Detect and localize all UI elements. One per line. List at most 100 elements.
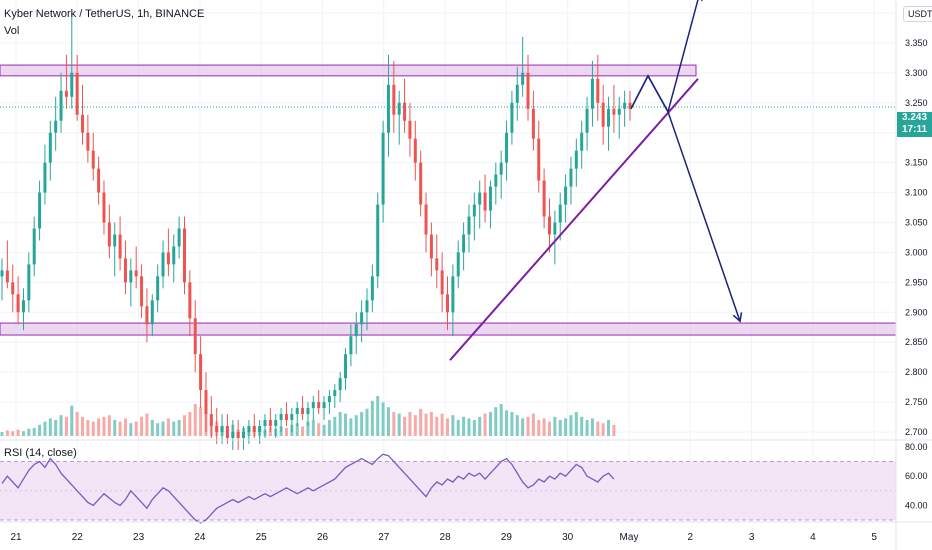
volume-bar: [569, 415, 573, 436]
candle-body: [547, 216, 551, 235]
candle-body: [542, 180, 546, 217]
volume-bar: [392, 412, 396, 436]
last-price-tag: 3.243 17:11: [897, 112, 932, 137]
candle-body: [75, 72, 79, 115]
volume-bar: [27, 428, 31, 436]
volume-bar: [11, 431, 15, 436]
candle-body: [32, 228, 36, 265]
candle-body: [553, 222, 557, 235]
volume-bar: [38, 424, 42, 436]
candle-body: [0, 270, 4, 277]
candle-body: [279, 414, 283, 421]
candle-body: [64, 90, 68, 97]
candle-body: [102, 192, 106, 223]
candle-body: [317, 402, 321, 409]
candle-body: [354, 324, 358, 337]
candle-body: [236, 432, 240, 438]
time-tick-label: 23: [133, 532, 145, 543]
candle-body: [268, 420, 272, 427]
candle-body: [258, 426, 262, 432]
candle-body: [413, 138, 417, 163]
candle-body: [370, 276, 374, 301]
currency-button[interactable]: USDT: [903, 6, 932, 22]
volume-bar: [537, 420, 541, 436]
rsi-label: RSI (14, close): [4, 447, 77, 459]
price-axis: 3.4003.3503.3003.2503.2003.1503.1003.050…: [905, 8, 928, 437]
volume-bar: [134, 421, 138, 436]
candle-body: [70, 72, 74, 97]
volume-bar: [172, 421, 176, 436]
last-price-value: 3.243: [901, 112, 928, 123]
volume-bar: [161, 421, 165, 436]
candle-body: [290, 414, 294, 421]
candle-body: [166, 252, 170, 265]
volume-bar: [526, 416, 530, 436]
volume-bar: [585, 420, 589, 436]
candle-body: [231, 432, 235, 438]
price-tick-label: 3.250: [905, 98, 928, 108]
candle-body: [182, 228, 186, 283]
price-tick-label: 2.900: [905, 307, 928, 317]
candle-body: [5, 270, 9, 283]
candle-body: [564, 186, 568, 205]
candle-body: [488, 186, 492, 211]
volume-bar: [386, 407, 390, 436]
volume-bar: [145, 413, 149, 436]
price-tick-label: 3.150: [905, 158, 928, 168]
candle-body: [242, 432, 246, 438]
volume-bar: [360, 412, 364, 436]
candle-body: [408, 120, 412, 139]
candle-body: [596, 78, 600, 103]
candle-body: [365, 300, 369, 313]
candle-body: [483, 192, 487, 211]
candle-body: [21, 300, 25, 313]
volume-bar: [419, 408, 423, 436]
volume-bar: [140, 416, 144, 436]
candle-body: [403, 102, 407, 121]
volume-bar: [54, 420, 58, 436]
volume-bar: [510, 412, 514, 436]
candle-body: [467, 216, 471, 235]
candle-body: [91, 150, 95, 169]
volume-bar: [488, 412, 492, 436]
candle-body: [435, 258, 439, 271]
projection-arrows[interactable]: [630, 0, 743, 323]
rsi-tick-label: 80.00: [905, 442, 928, 452]
candle-body: [333, 390, 337, 397]
volume-bar: [301, 426, 305, 436]
candle-body: [424, 204, 428, 235]
rsi-line: [1, 453, 615, 524]
time-tick-label: 22: [72, 532, 84, 543]
candle-body: [360, 312, 364, 325]
volume-bar: [456, 420, 460, 436]
candle-body: [301, 408, 305, 415]
candle-body: [129, 270, 133, 283]
volume-bar: [327, 420, 331, 436]
candle-body: [322, 402, 326, 409]
candle-body: [263, 420, 267, 427]
volume-bar: [467, 418, 471, 436]
volume-bar: [123, 418, 127, 436]
volume-bar: [91, 421, 95, 436]
volume-bar: [376, 396, 380, 436]
volume-bar: [311, 420, 315, 436]
volume-bar: [547, 421, 551, 436]
rsi-tick-label: 40.00: [905, 500, 928, 510]
volume-bar: [32, 428, 36, 436]
candle-body: [284, 414, 288, 421]
trendline[interactable]: [449, 78, 699, 361]
volume-bar: [0, 432, 4, 436]
candle-body: [494, 174, 498, 187]
candle-body: [537, 138, 541, 181]
resistance-zone[interactable]: [0, 64, 697, 77]
volume-bar: [574, 412, 578, 436]
time-tick-label: 3: [749, 532, 755, 543]
volume-bar: [284, 428, 288, 436]
candle-body: [172, 246, 176, 265]
time-tick-label: 30: [562, 532, 574, 543]
volume-bar: [75, 412, 79, 436]
candle-body: [349, 336, 353, 355]
candle-body: [199, 354, 203, 391]
candle-body: [580, 132, 584, 151]
